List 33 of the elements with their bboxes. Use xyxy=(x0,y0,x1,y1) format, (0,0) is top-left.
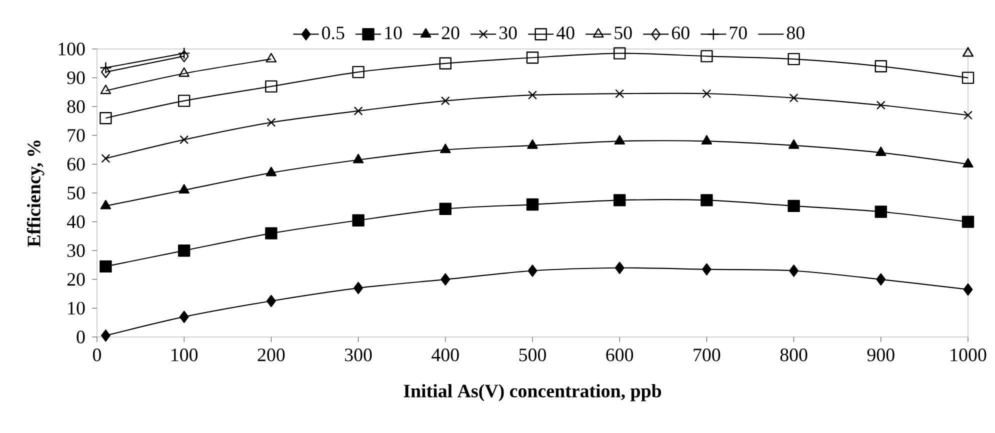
legend-label: 20 xyxy=(442,26,460,40)
y-tick-label: 30 xyxy=(67,244,85,257)
legend-label: 40 xyxy=(556,26,574,40)
x-tick-label: 600 xyxy=(606,348,634,362)
y-tick-label: 50 xyxy=(68,186,85,200)
legend-label: 60 xyxy=(672,26,690,40)
x-tick-label: 400 xyxy=(432,348,459,362)
y-tick-label: 70 xyxy=(68,129,85,142)
legend-label: 80 xyxy=(786,26,804,40)
legend-label: 50 xyxy=(614,26,632,40)
y-tick-label: 100 xyxy=(58,42,85,56)
y-tick-label: 10 xyxy=(68,302,85,315)
x-tick-label: 0 xyxy=(92,348,101,362)
legend-label: 0.5 xyxy=(322,26,344,40)
y-axis-title: Efficiency, % xyxy=(26,140,44,247)
x-tick-label: 300 xyxy=(345,348,372,362)
x-tick-label: 800 xyxy=(780,348,808,362)
y-tick-label: 40 xyxy=(66,215,85,228)
y-tick-label: 80 xyxy=(67,100,85,113)
x-tick-label: 700 xyxy=(694,348,720,362)
x-tick-label: 900 xyxy=(867,348,894,362)
legend-label: 70 xyxy=(730,26,747,40)
x-tick-label: 500 xyxy=(519,348,546,362)
x-axis-title: Initial As(V) concentration, ppb xyxy=(404,384,662,402)
x-tick-label: 1000 xyxy=(950,348,986,362)
x-tick-label: 100 xyxy=(172,348,198,362)
y-tick-label: 20 xyxy=(67,273,85,286)
legend-label: 10 xyxy=(385,26,402,40)
y-tick-label: 60 xyxy=(67,158,85,171)
legend-label: 30 xyxy=(500,26,517,40)
y-tick-label: 0 xyxy=(76,330,85,344)
y-tick-label: 90 xyxy=(67,71,85,84)
x-tick-label: 200 xyxy=(258,348,285,362)
